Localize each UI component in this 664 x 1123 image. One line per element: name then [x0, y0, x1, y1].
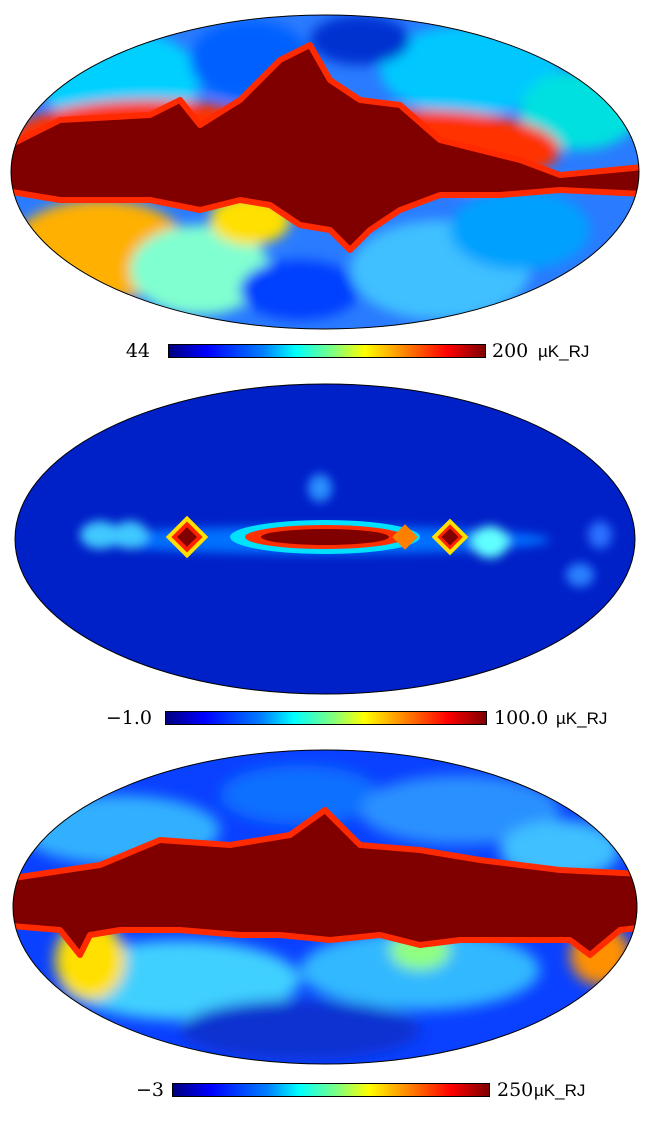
- map-panel-2: −1.0 100.0 µK_RJ: [0, 370, 664, 730]
- colorbar-3-unit: µK_RJ: [534, 1081, 586, 1100]
- colorbar-1-unit: µK_RJ: [538, 342, 590, 361]
- colorbar-2: −1.0 100.0 µK_RJ: [0, 707, 664, 731]
- mollweide-map-3: [12, 749, 638, 1065]
- colorbar-1-max: 200: [492, 340, 529, 362]
- map-panel-1: 44 200 µK_RJ: [0, 0, 664, 370]
- colorbar-1-gradient: [168, 344, 486, 358]
- map-panel-3: −3 250 µK_RJ: [0, 740, 664, 1123]
- colorbar-2-min: −1.0: [105, 707, 152, 729]
- colorbar-3-min: −3: [135, 1079, 164, 1101]
- mollweide-map-2: [14, 383, 636, 695]
- colorbar-1: 44 200 µK_RJ: [0, 340, 664, 364]
- colorbar-1-min: 44: [125, 340, 150, 362]
- colorbar-3-gradient: [172, 1083, 490, 1097]
- mollweide-map-1: [10, 14, 640, 330]
- colorbar-2-gradient: [165, 711, 487, 725]
- colorbar-2-max: 100.0: [494, 707, 549, 729]
- colorbar-2-unit: µK_RJ: [556, 709, 608, 728]
- colorbar-3-max: 250: [497, 1079, 534, 1101]
- colorbar-3: −3 250 µK_RJ: [0, 1079, 664, 1103]
